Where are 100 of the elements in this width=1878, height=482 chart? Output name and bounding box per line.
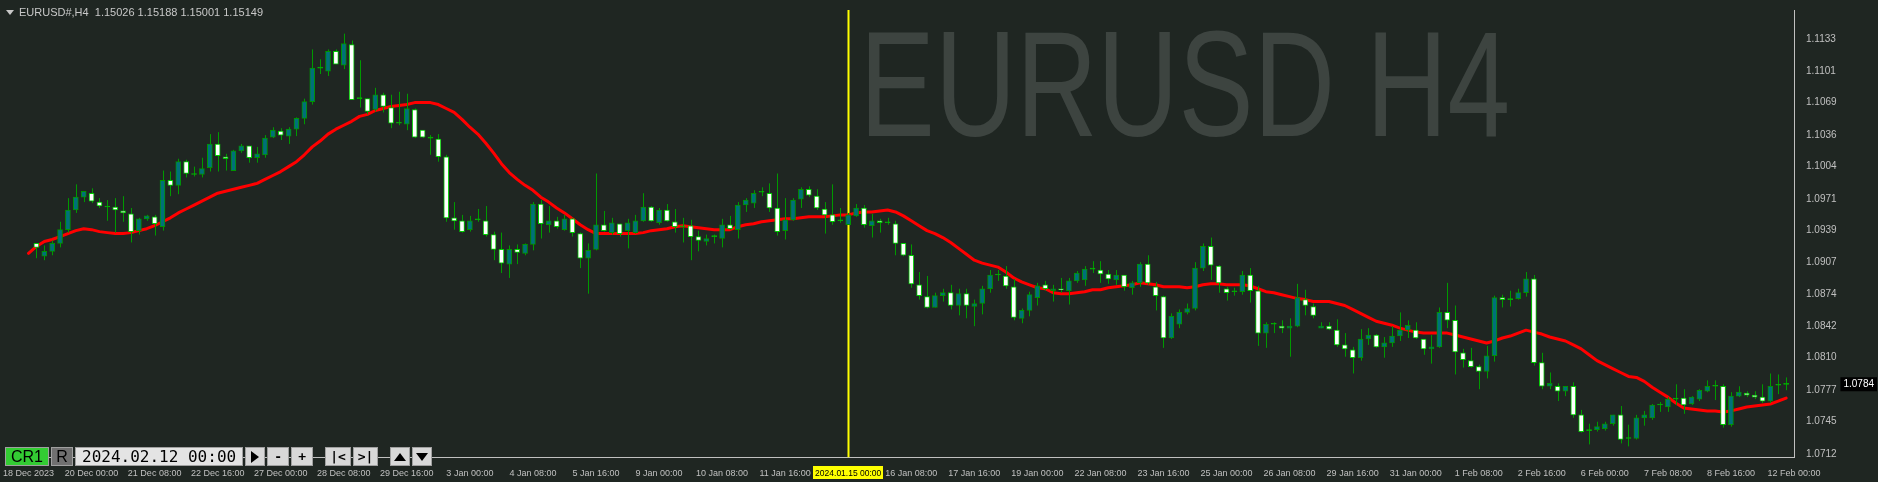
x-tick-label: 31 Jan 00:00 [1389, 468, 1442, 479]
y-tick-label: 1.0777 [1806, 383, 1838, 395]
x-tick-label: 2 Feb 16:00 [1517, 468, 1566, 479]
candlestick [317, 58, 323, 75]
candlestick [1263, 321, 1269, 349]
x-tick-label: 9 Jan 00:00 [635, 468, 683, 479]
candlestick [380, 92, 387, 113]
candlestick [774, 173, 781, 237]
x-tick-label: 29 Dec 16:00 [380, 468, 434, 479]
annotation: |< [325, 447, 351, 466]
candlestick [372, 87, 379, 112]
candlestick [869, 213, 875, 239]
x-tick-label: 22 Jan 08:00 [1074, 468, 1127, 479]
candlestick [1144, 254, 1151, 286]
x-tick-label: 18 Dec 2023 [3, 468, 55, 479]
candlestick [640, 192, 647, 223]
annotation: + [291, 447, 314, 466]
x-tick-label: 19 Jan 00:00 [1011, 468, 1064, 479]
annotation: - [267, 447, 290, 466]
candlestick [214, 131, 221, 173]
x-tick-label: 28 Dec 08:00 [317, 468, 371, 479]
candlestick [1523, 271, 1529, 298]
candlestick [735, 201, 741, 240]
candlestick [924, 275, 930, 309]
candlestick [514, 243, 521, 265]
candlestick [790, 197, 796, 222]
text: 1.0784 [1843, 378, 1875, 390]
candlestick [861, 204, 867, 229]
candlestick [1239, 270, 1246, 296]
annotation: 2024.02.12 00:00 [75, 447, 244, 466]
candlestick [427, 134, 434, 156]
candlestick [325, 48, 331, 77]
candlestick [987, 269, 993, 294]
candlestick [128, 207, 134, 243]
candlestick [1200, 242, 1206, 272]
y-tick-label: 1.0907 [1806, 255, 1838, 267]
candlestick [537, 199, 544, 240]
x-tick-label: 21 Dec 08:00 [127, 468, 182, 479]
x-tick-label: 26 Jan 08:00 [1263, 468, 1316, 479]
y-tick-label: 1.0842 [1806, 319, 1838, 331]
x-tick-label: 6 Feb 00:00 [1580, 468, 1629, 479]
y-tick-label: 1.0971 [1806, 192, 1838, 204]
x-tick-label: 1 Feb 08:00 [1454, 468, 1503, 479]
candlestick [1444, 282, 1451, 329]
candlestick [1137, 261, 1143, 288]
y-tick-label: 1.1069 [1806, 96, 1838, 108]
candlestick [593, 173, 599, 251]
candlestick [1334, 318, 1340, 348]
candlestick [57, 221, 63, 248]
candlestick [1286, 317, 1293, 358]
candlestick [262, 134, 268, 159]
candlestick [1176, 308, 1183, 329]
x-tick-label: 17 Jan 16:00 [948, 468, 1001, 479]
candlestick [719, 218, 725, 248]
candlestick [1247, 267, 1253, 304]
candlestick [72, 183, 79, 214]
candlestick [798, 186, 804, 209]
x-tick-label: 10 Jan 08:00 [696, 468, 749, 479]
candlestick [1475, 364, 1482, 390]
y-tick-label: 1.1036 [1806, 128, 1838, 140]
candlestick [396, 91, 402, 126]
candlestick [1538, 352, 1545, 390]
candlestick [167, 171, 174, 197]
candlestick [1397, 311, 1403, 342]
y-tick-label: 1.1133 [1806, 33, 1837, 45]
candlestick [545, 205, 552, 234]
candlestick [971, 299, 978, 327]
y-tick-label: 1.0810 [1806, 351, 1838, 363]
candlestick [175, 158, 182, 195]
candlestick [404, 93, 410, 131]
x-tick-label: 29 Jan 16:00 [1326, 468, 1379, 479]
candlestick [585, 242, 591, 295]
annotation: CR1 [5, 447, 50, 466]
candlestick [782, 197, 788, 241]
x-tick-label: 12 Feb 00:00 [1767, 468, 1821, 479]
candlestick [1468, 347, 1474, 369]
y-tick-label: 1.0745 [1806, 415, 1838, 427]
candlestick [695, 230, 702, 252]
x-tick-label: 7 Feb 08:00 [1643, 468, 1692, 479]
candlestick [206, 133, 213, 173]
x-tick-label: 25 Jan 00:00 [1200, 468, 1253, 479]
x-tick-label: 4 Jan 08:00 [509, 468, 557, 479]
candlestick [388, 94, 394, 129]
x-tick-label: 3 Jan 00:00 [446, 468, 494, 479]
candlestick [65, 197, 71, 234]
candlestick [1089, 260, 1096, 274]
candlestick [577, 232, 584, 269]
y-tick-label: 1.1004 [1806, 160, 1838, 172]
annotation: >| [352, 447, 379, 466]
candlestick [1066, 277, 1072, 306]
y-tick-label: 1.1101 [1806, 64, 1837, 76]
candlestick [1672, 383, 1679, 406]
candlestick [104, 199, 111, 222]
annotation: R [51, 447, 74, 466]
candlestick [1460, 348, 1466, 369]
y-tick-label: 1.0874 [1806, 288, 1838, 300]
candlestick [1712, 379, 1719, 401]
y-tick-label: 1.0712 [1806, 447, 1838, 459]
chart-title: EURUSD#,H4 1.15026 1.15188 1.15001 1.15149 [19, 6, 264, 18]
candlestick [1578, 409, 1585, 434]
